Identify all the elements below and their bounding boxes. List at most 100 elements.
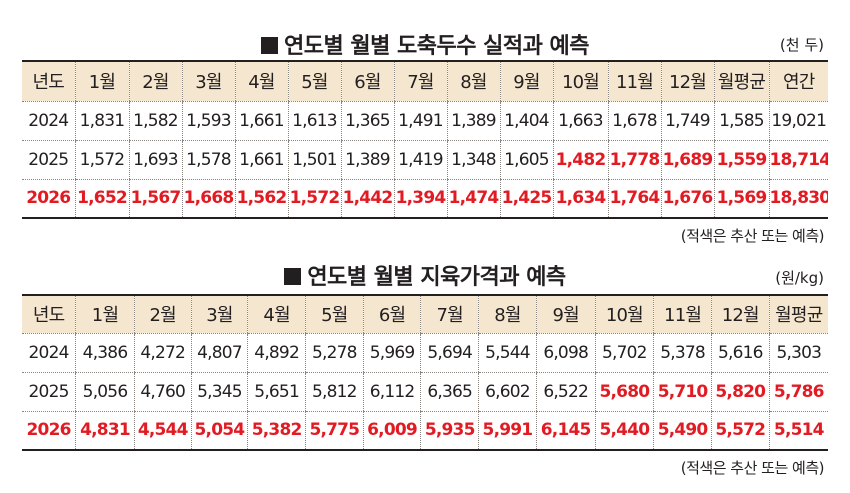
- header-cell: 8월: [446, 61, 500, 102]
- value-cell: 1,582: [128, 101, 182, 141]
- forecast-value-cell: 1,474: [446, 179, 500, 218]
- header-cell: 5월: [304, 295, 364, 334]
- value-cell: 4,892: [247, 333, 306, 373]
- forecast-value-cell: 5,680: [594, 372, 654, 412]
- header-cell: 5월: [287, 61, 341, 102]
- value-cell: 1,661: [234, 101, 288, 141]
- table2-footnote: (적색은 추산 또는 예측): [680, 459, 825, 477]
- header-cell: 2월: [128, 61, 182, 102]
- value-cell: 5,278: [304, 333, 364, 373]
- header-cell: 9월: [499, 61, 553, 102]
- forecast-value-cell: 1,559: [713, 140, 769, 180]
- table-row: 2026 1,652 1,567 1,668 1,562 1,572 1,442…: [22, 179, 828, 218]
- value-cell: 1,501: [287, 140, 341, 180]
- value-cell: 1,749: [660, 101, 714, 141]
- year-cell: 2025: [22, 372, 76, 412]
- forecast-value-cell: 18,830: [768, 179, 828, 218]
- header-cell: 11월: [653, 295, 712, 334]
- forecast-value-cell: 1,569: [713, 179, 769, 218]
- forecast-value-cell: 6,009: [362, 411, 421, 450]
- forecast-value-cell: 4,544: [133, 411, 192, 450]
- forecast-value-cell: 1,567: [128, 179, 182, 218]
- header-cell: 연간: [768, 61, 828, 102]
- year-cell: 2025: [22, 140, 75, 180]
- forecast-value-cell: 5,775: [304, 411, 364, 450]
- table-row: 2024 1,831 1,582 1,593 1,661 1,613 1,365…: [22, 101, 828, 141]
- value-cell: 1,389: [340, 140, 394, 180]
- value-cell: 1,605: [499, 140, 553, 180]
- value-cell: 1,572: [74, 140, 129, 180]
- value-cell: 1,831: [74, 101, 129, 141]
- value-cell: 6,522: [535, 372, 596, 412]
- header-cell: 1월: [75, 295, 135, 334]
- forecast-value-cell: 5,440: [594, 411, 654, 450]
- value-cell: 5,969: [362, 333, 421, 373]
- header-cell: 3월: [181, 61, 235, 102]
- value-cell: 4,760: [133, 372, 192, 412]
- table-row: 2024 4,386 4,272 4,807 4,892 5,278 5,969…: [22, 333, 828, 373]
- header-cell: 1월: [74, 61, 129, 102]
- header-cell: 11월: [607, 61, 661, 102]
- value-cell: 1,663: [552, 101, 608, 141]
- value-cell: 5,303: [768, 333, 828, 373]
- header-cell: 4월: [247, 295, 306, 334]
- value-cell: 1,661: [234, 140, 288, 180]
- forecast-value-cell: 1,442: [340, 179, 394, 218]
- table2-title: 연도별 월별 지육가격과 예측: [0, 259, 850, 291]
- value-cell: 4,272: [133, 333, 192, 373]
- value-cell: 1,348: [446, 140, 500, 180]
- header-cell: 년도: [22, 295, 76, 334]
- table1-unit: (천 두): [779, 36, 824, 54]
- value-cell: 1,419: [393, 140, 447, 180]
- header-cell: 12월: [660, 61, 714, 102]
- forecast-value-cell: 5,490: [653, 411, 712, 450]
- value-cell: 4,386: [75, 333, 135, 373]
- year-cell: 2024: [22, 101, 75, 141]
- forecast-value-cell: 1,634: [552, 179, 608, 218]
- header-cell: 7월: [393, 61, 447, 102]
- value-cell: 1,593: [181, 101, 235, 141]
- value-cell: 5,345: [190, 372, 248, 412]
- value-cell: 5,616: [710, 333, 770, 373]
- forecast-value-cell: 1,425: [499, 179, 553, 218]
- value-cell: 1,365: [340, 101, 394, 141]
- header-cell: 4월: [234, 61, 288, 102]
- value-cell: 1,389: [446, 101, 500, 141]
- header-cell: 6월: [340, 61, 394, 102]
- header-cell: 8월: [478, 295, 537, 334]
- table2-unit: (원/kg): [775, 269, 824, 287]
- forecast-value-cell: 1,676: [660, 179, 714, 218]
- square-bullet-icon: [261, 37, 278, 54]
- slaughter-count-table: 년도 1월 2월 3월 4월 5월 6월 7월 8월 9월 10월 11월 12…: [22, 60, 828, 219]
- forecast-value-cell: 1,652: [74, 179, 129, 218]
- value-cell: 1,613: [287, 101, 341, 141]
- forecast-value-cell: 5,382: [247, 411, 306, 450]
- value-cell: 6,112: [362, 372, 421, 412]
- header-cell: 월평균: [713, 61, 769, 102]
- year-cell: 2024: [22, 333, 76, 373]
- carcass-price-table: 년도 1월 2월 3월 4월 5월 6월 7월 8월 9월 10월 11월 12…: [22, 294, 828, 451]
- value-cell: 1,404: [499, 101, 553, 141]
- forecast-value-cell: 5,054: [190, 411, 248, 450]
- value-cell: 5,702: [594, 333, 654, 373]
- value-cell: 5,378: [653, 333, 712, 373]
- value-cell: 5,812: [304, 372, 364, 412]
- value-cell: 4,807: [190, 333, 248, 373]
- header-cell: 10월: [594, 295, 654, 334]
- forecast-value-cell: 1,689: [660, 140, 714, 180]
- value-cell: 5,694: [420, 333, 479, 373]
- header-cell: 6월: [362, 295, 421, 334]
- header-cell: 12월: [710, 295, 770, 334]
- square-bullet-icon: [284, 268, 302, 285]
- table-header-row: 년도 1월 2월 3월 4월 5월 6월 7월 8월 9월 10월 11월 12…: [22, 295, 828, 334]
- value-cell: 5,544: [478, 333, 537, 373]
- table1-footnote: (적색은 추산 또는 예측): [680, 227, 825, 245]
- forecast-value-cell: 5,514: [768, 411, 828, 450]
- forecast-value-cell: 1,572: [287, 179, 341, 218]
- header-cell: 2월: [133, 295, 192, 334]
- forecast-value-cell: 1,482: [552, 140, 608, 180]
- table1-title: 연도별 월별 도축두수 실적과 예측: [0, 28, 850, 60]
- forecast-value-cell: 5,710: [653, 372, 712, 412]
- value-cell: 19,021: [768, 101, 828, 141]
